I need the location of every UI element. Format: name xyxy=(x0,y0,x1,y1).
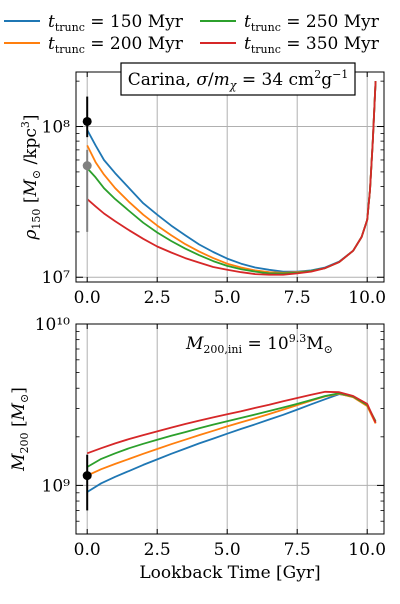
top-annotation-box: Carina, σ/mχ = 34 cm2g−1 xyxy=(120,62,356,96)
top-series-line-0 xyxy=(86,81,377,273)
top-series-line-3 xyxy=(86,81,377,276)
top-x-tick-label: 2.5 xyxy=(144,288,171,308)
bottom-x-tick-label: 7.5 xyxy=(284,540,311,560)
legend: ttrunc = 150 Myr ttrunc = 200 Myr ttrunc… xyxy=(4,12,380,56)
legend-entry: ttrunc = 150 Myr xyxy=(4,12,184,34)
bottom-series-line-0 xyxy=(86,393,377,493)
top-x-tick-label: 5.0 xyxy=(214,288,241,308)
legend-entry: ttrunc = 200 Myr xyxy=(4,34,184,56)
top-x-tick-label: 0.0 xyxy=(74,288,101,308)
bottom-annotation-text: M200,ini = 109.3M⊙ xyxy=(185,332,333,356)
bottom-series-line-1 xyxy=(86,392,377,477)
top-obs-point-0 xyxy=(82,116,92,126)
bottom-obs-point-0 xyxy=(82,471,92,481)
bottom-series-line-3 xyxy=(86,390,377,455)
bottom-panel-frame xyxy=(75,323,385,535)
bottom-series-line-2 xyxy=(86,392,377,468)
top-series-line-2 xyxy=(86,81,377,275)
legend-label-150: ttrunc = 150 Myr xyxy=(48,12,184,34)
top-panel-frame xyxy=(75,71,385,283)
bottom-x-tick-label: 2.5 xyxy=(144,540,171,560)
bottom-panel-mass: 0.0 2.5 5.0 7.5 10.0 10⁹ 10¹⁰ M200,ini = 109.3… xyxy=(9,315,386,583)
legend-label-250: ttrunc = 250 Myr xyxy=(244,12,380,34)
legend-entry: ttrunc = 250 Myr xyxy=(200,12,380,34)
annotation-frame xyxy=(120,62,356,96)
top-x-tick-label: 7.5 xyxy=(284,288,311,308)
x-axis-label: Lookback Time [Gyr] xyxy=(139,563,320,583)
top-y-tick-label: 10⁸ xyxy=(42,118,71,138)
legend-label-350: ttrunc = 350 Myr xyxy=(244,34,380,56)
legend-label-200: ttrunc = 200 Myr xyxy=(48,34,184,56)
top-obs-point-1 xyxy=(82,161,92,171)
top-y-axis-label: ρ150 [M⊙ /kpc3] xyxy=(19,114,43,240)
bottom-x-tick-label: 10.0 xyxy=(348,540,386,560)
top-annotation-text: Carina, σ/mχ = 34 cm2g−1 xyxy=(128,68,349,92)
top-x-tick-label: 10.0 xyxy=(348,288,386,308)
top-panel-density: 0.0 2.5 5.0 7.5 10.0 10⁷ 10⁸ Carina, σ/mχ = 34… xyxy=(19,62,386,308)
legend-entry: ttrunc = 350 Myr xyxy=(200,34,380,56)
bottom-y-tick-label: 10¹⁰ xyxy=(35,315,70,335)
bottom-x-tick-label: 0.0 xyxy=(74,540,101,560)
bottom-x-tick-label: 5.0 xyxy=(214,540,241,560)
bottom-y-axis-label: M200 [M⊙] xyxy=(9,387,31,472)
top-y-tick-label: 10⁷ xyxy=(42,268,71,288)
bottom-y-tick-label: 10⁹ xyxy=(42,476,71,496)
top-series-line-1 xyxy=(86,81,377,274)
